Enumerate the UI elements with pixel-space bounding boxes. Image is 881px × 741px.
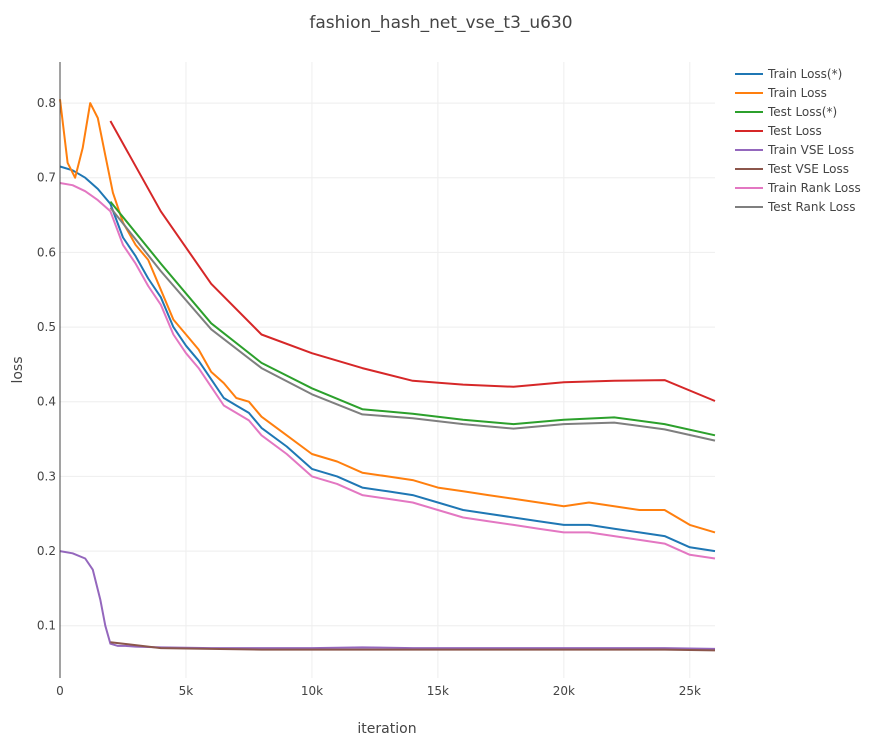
legend: Train Loss(*) Train Loss Test Loss(*) Test … xyxy=(735,67,861,214)
series-line-test-vse-loss xyxy=(110,641,716,652)
legend-label-test-vse-loss: Test VSE Loss xyxy=(767,162,849,176)
y-tick-labels: 0.1 0.2 0.3 0.4 0.5 0.6 0.7 0.8 xyxy=(37,96,56,633)
series-line-train-rank-loss xyxy=(59,182,716,560)
x-tick-label: 5k xyxy=(179,684,194,698)
x-axis-title: iteration xyxy=(357,721,416,737)
legend-label-test-loss: Test Loss(*) xyxy=(767,105,837,119)
x-tick-label: 15k xyxy=(427,684,449,698)
legend-label-test-loss: Test Loss xyxy=(767,124,822,138)
y-tick-label: 0.4 xyxy=(37,395,56,409)
y-tick-label: 0.3 xyxy=(37,469,56,483)
y-axis-title: loss xyxy=(10,356,26,383)
y-tick-label: 0.5 xyxy=(37,320,56,334)
x-tick-label: 10k xyxy=(301,684,323,698)
x-tick-labels: 0 5k 10k 15k 20k 25k xyxy=(56,684,701,698)
legend-label-test-rank-loss: Test Rank Loss xyxy=(767,200,856,214)
series-line-train-vse-loss xyxy=(59,550,716,650)
series-line-test-rank-loss xyxy=(109,206,716,442)
legend-label-train-loss: Train Loss(*) xyxy=(767,67,842,81)
x-tick-label: 20k xyxy=(553,684,575,698)
series-layer xyxy=(59,99,716,652)
legend-label-train-loss: Train Loss xyxy=(767,86,827,100)
gridlines xyxy=(59,62,715,678)
x-tick-label: 25k xyxy=(679,684,701,698)
y-tick-label: 0.2 xyxy=(37,544,56,558)
legend-label-train-rank-loss: Train Rank Loss xyxy=(767,181,861,195)
legend-label-train-vse-loss: Train VSE Loss xyxy=(767,143,854,157)
y-tick-label: 0.1 xyxy=(37,619,56,633)
series-line-train-loss xyxy=(59,99,716,534)
chart-title: fashion_hash_net_vse_t3_u630 xyxy=(309,13,572,33)
x-tick-label: 0 xyxy=(56,684,64,698)
series-line-test-loss xyxy=(109,200,716,437)
series-line-test-loss xyxy=(109,120,716,402)
y-tick-label: 0.7 xyxy=(37,171,56,185)
series-line-train-loss xyxy=(59,165,716,553)
y-tick-label: 0.8 xyxy=(37,96,56,110)
y-tick-label: 0.6 xyxy=(37,245,56,259)
